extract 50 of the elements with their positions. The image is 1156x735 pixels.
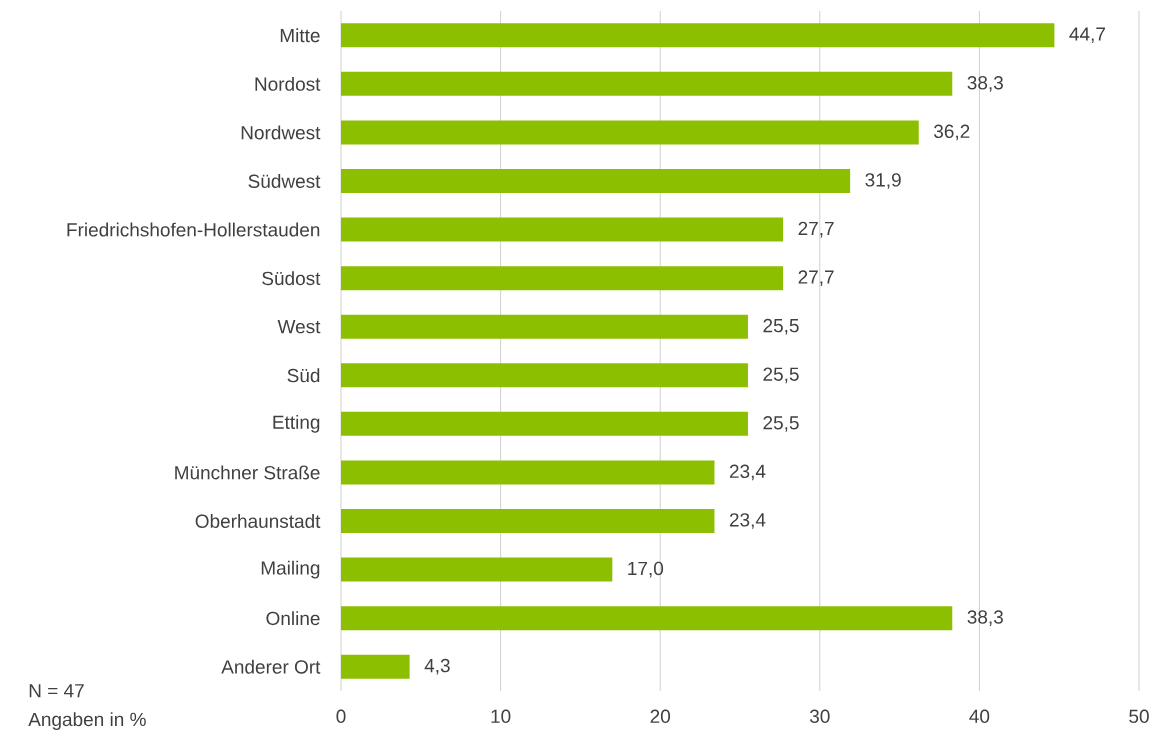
data-label: 44,7 [1069,27,1105,44]
bar [341,460,715,485]
data-label: 17,0 [628,561,664,578]
y-tick-label: Etting [273,415,320,433]
data-label: 36,2 [934,124,970,141]
data-label: 23,4 [729,464,766,481]
bar [341,363,748,388]
y-tick-label: Oberhaunstadt [195,514,321,528]
bar [341,411,748,436]
y-tick-label: Südost [262,271,321,286]
data-label: 27,7 [798,270,834,286]
x-tick-label: 30 [809,709,830,723]
data-label: 4,3 [424,658,450,675]
x-tick-label: 0 [336,709,346,723]
bar [341,169,851,193]
bar [341,120,919,145]
x-tick-label: 20 [650,709,671,723]
y-tick-label: Nordwest [241,125,321,140]
y-tick-label: Online [266,611,320,626]
data-label: 25,5 [763,367,799,384]
data-label: 25,5 [763,318,799,335]
bar [341,314,748,339]
bar [341,606,953,631]
bar [341,557,613,582]
x-tick-label: 40 [969,709,990,723]
data-label: 27,7 [798,221,834,238]
data-label: 23,4 [729,513,766,529]
y-tick-label: Süd [287,368,320,383]
data-label: 25,5 [763,416,799,432]
y-tick-label: Anderer Ort [221,659,321,674]
data-label: 31,9 [865,173,901,189]
data-label: 38,3 [967,610,1003,626]
y-tick-label: Nordost [255,76,321,91]
bar [341,509,715,533]
x-tick-label: 10 [491,709,511,723]
bar [341,23,1055,48]
bar [341,266,784,291]
x-tick-label: 50 [1129,709,1149,723]
y-tick-label: Mailing [261,560,320,579]
y-tick-label: Münchner Straße [175,465,320,480]
y-tick-label: Friedrichshofen-Hollerstauden [67,222,320,237]
bar [341,71,953,96]
y-tick-label: Mitte [280,28,320,43]
y-tick-label: West [277,320,321,334]
text: N = 47 [29,684,84,698]
data-label: 38,3 [967,76,1003,92]
bar [341,654,410,679]
y-tick-label: Südwest [248,174,321,188]
bar [341,217,784,242]
text: Angaben in % [28,712,146,730]
